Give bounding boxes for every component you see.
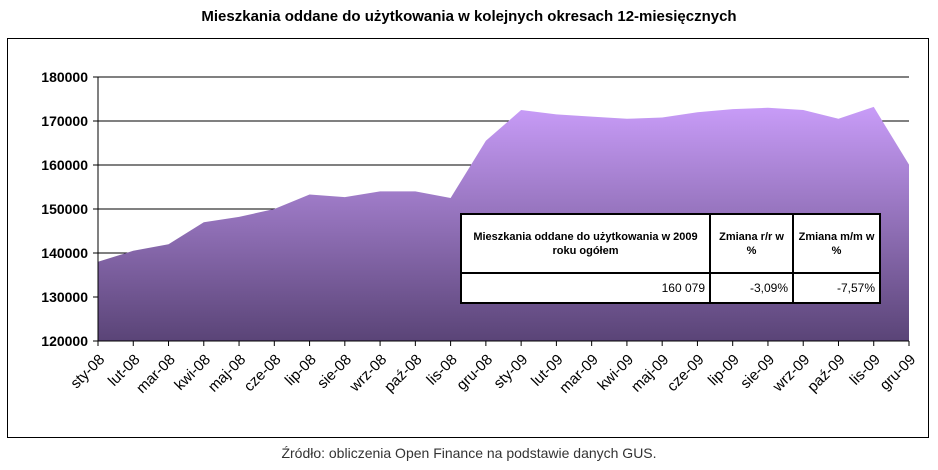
y-tick-label: 150000: [41, 201, 88, 217]
x-tick-label: gru-08: [453, 351, 496, 394]
x-tick-label: mar-09: [556, 351, 602, 397]
chart-title: Mieszkania oddane do użytkowania w kolej…: [201, 8, 737, 25]
x-tick-label: lip-09: [705, 351, 743, 389]
table-header-yoy: Zmiana r/r w %: [711, 215, 794, 274]
x-tick-label: gru-09: [877, 351, 920, 394]
x-tick-label: lip-08: [282, 351, 320, 389]
table-value-yoy: -3,09%: [711, 274, 794, 302]
table-header-total: Mieszkania oddane do użytkowania w 2009 …: [462, 215, 711, 274]
y-tick-label: 170000: [41, 113, 88, 129]
x-tick-label: maj-08: [205, 351, 249, 395]
y-tick-label: 120000: [41, 333, 88, 349]
table-value-mom: -7,57%: [836, 281, 875, 295]
y-tick-label: 130000: [41, 289, 88, 305]
x-tick-label: paź-08: [381, 351, 425, 395]
table-header-mom: Zmiana m/m w %: [794, 215, 879, 274]
x-tick-label: cze-09: [664, 351, 708, 395]
x-tick-label: wrz-09: [769, 351, 814, 396]
x-tick-label: sty-09: [490, 351, 531, 392]
y-tick-label: 140000: [41, 245, 88, 261]
table-value-total: 160 079: [462, 274, 711, 302]
x-tick-label: wrz-08: [346, 351, 391, 396]
x-tick-label: paź-09: [804, 351, 848, 395]
x-tick-label: maj-09: [628, 351, 672, 395]
chart-frame: [7, 38, 929, 438]
y-tick-label: 160000: [41, 157, 88, 173]
summary-table: Mieszkania oddane do użytkowania w 2009 …: [460, 213, 881, 304]
x-tick-label: mar-08: [133, 351, 179, 397]
source-note: Źródło: obliczenia Open Finance na podst…: [281, 445, 657, 461]
x-tick-label: sty-08: [67, 351, 108, 392]
x-tick-label: cze-08: [241, 351, 285, 395]
y-tick-label: 180000: [41, 69, 88, 85]
